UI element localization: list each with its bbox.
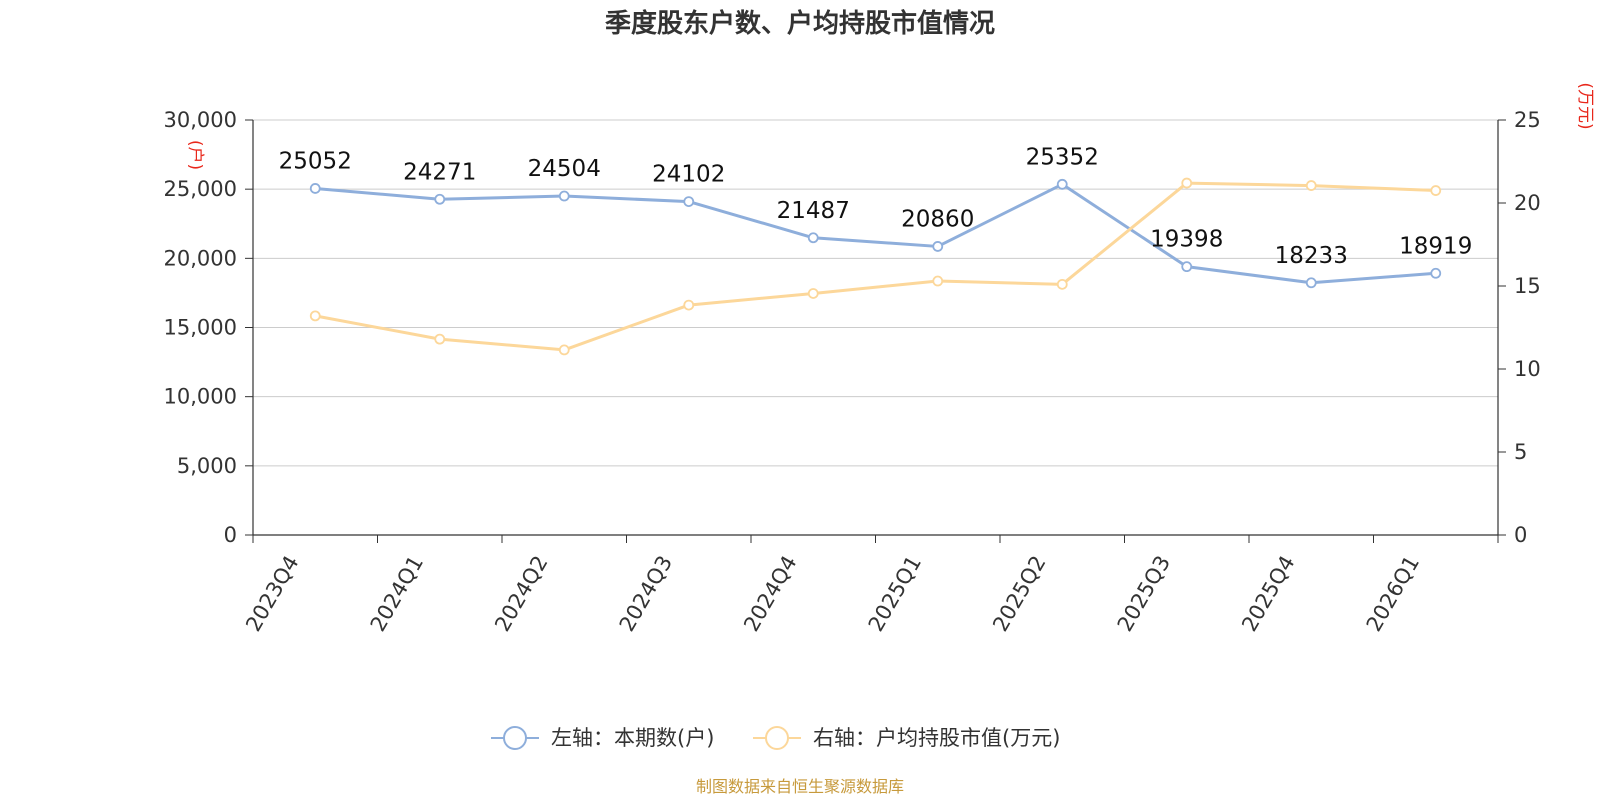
series-line-0 xyxy=(315,182,1436,285)
right-axis-tick-label: 0 xyxy=(1514,523,1527,547)
data-label: 24102 xyxy=(652,162,725,188)
legend-marker-icon xyxy=(765,726,789,750)
data-point xyxy=(683,196,695,207)
right-axis-tick-label: 15 xyxy=(1514,274,1541,298)
data-point xyxy=(434,193,446,205)
data-point xyxy=(1181,177,1193,189)
data-point xyxy=(807,288,819,299)
left-axis-tick-label: 5,000 xyxy=(177,454,237,478)
data-label: 24504 xyxy=(528,156,601,182)
x-axis-tick-label: 2025Q2 xyxy=(988,552,1050,636)
data-label: 25352 xyxy=(1026,144,1099,170)
left-axis-tick-label: 20,000 xyxy=(164,246,237,270)
left-axis-tick-label: 10,000 xyxy=(164,385,237,409)
legend-item-right-series[interactable]: 右轴：户均持股市值(万元) xyxy=(753,726,1060,750)
x-axis-tick-label: 2025Q3 xyxy=(1113,552,1175,636)
left-axis-tick-label: 0 xyxy=(224,523,237,547)
axes: (户) (万元) 0 5,000 10,000 15,000 20,000 25,000 3… xyxy=(164,82,1595,635)
right-axis-tick-label: 20 xyxy=(1514,191,1541,215)
legend-marker-icon xyxy=(503,726,527,750)
x-axis-tick-label: 2023Q4 xyxy=(241,552,303,636)
x-axis-tick-label: 2026Q1 xyxy=(1362,552,1424,636)
data-point xyxy=(1305,180,1317,191)
data-point xyxy=(932,275,944,287)
data-point xyxy=(1430,185,1442,196)
data-point xyxy=(434,333,446,345)
right-axis-tick-label: 10 xyxy=(1514,357,1541,381)
grid xyxy=(253,119,1498,467)
data-point xyxy=(1056,278,1068,290)
data-point xyxy=(309,183,321,194)
right-axis-tick-label: 25 xyxy=(1514,108,1541,132)
data-label: 24271 xyxy=(403,159,476,185)
right-axis-unit-label: (万元) xyxy=(1575,82,1595,129)
data-label: 21487 xyxy=(777,198,850,224)
x-axis-tick-label: 2025Q1 xyxy=(864,552,926,636)
x-axis-tick-label: 2024Q3 xyxy=(615,552,677,636)
x-axis-tick-label: 2024Q1 xyxy=(366,552,428,636)
data-point xyxy=(1181,261,1193,273)
data-point xyxy=(932,241,944,252)
source-note: 制图数据来自恒生聚源数据库 xyxy=(696,777,904,796)
data-point xyxy=(558,344,570,356)
data-point xyxy=(1056,178,1068,190)
series-line-1 xyxy=(314,181,1436,352)
data-label: 18233 xyxy=(1275,243,1348,269)
x-axis-tick-label: 2024Q4 xyxy=(739,552,801,636)
data-labels: 25052 24271 24504 24102 21487 20860 25352 19398… xyxy=(279,144,1473,268)
data-label: 25052 xyxy=(279,148,352,174)
data-point xyxy=(683,299,695,311)
legend-label-right-series: 右轴：户均持股市值(万元) xyxy=(813,726,1060,750)
left-axis-unit-label: (户) xyxy=(185,140,205,170)
series xyxy=(309,177,1442,356)
left-axis-tick-label: 15,000 xyxy=(164,316,237,340)
data-label: 19398 xyxy=(1150,227,1223,253)
legend: 左轴：本期数(户) 右轴：户均持股市值(万元) xyxy=(491,726,1060,750)
data-point xyxy=(1305,277,1317,289)
data-point xyxy=(1430,267,1442,279)
chart-title: 季度股东户数、户均持股市值情况 xyxy=(605,8,995,39)
data-label: 20860 xyxy=(901,206,974,232)
x-axis-tick-label: 2024Q2 xyxy=(490,552,552,636)
left-axis-tick-label: 25,000 xyxy=(164,177,237,201)
left-axis-tick-label: 30,000 xyxy=(164,108,237,132)
data-point xyxy=(807,232,819,244)
x-axis-tick-label: 2025Q4 xyxy=(1237,552,1299,636)
data-point xyxy=(309,310,321,322)
legend-item-left-series[interactable]: 左轴：本期数(户) xyxy=(491,726,714,750)
right-axis-tick-label: 5 xyxy=(1514,440,1527,464)
data-label: 18919 xyxy=(1399,233,1472,259)
legend-label-left-series: 左轴：本期数(户) xyxy=(551,726,714,750)
data-point xyxy=(558,190,570,202)
